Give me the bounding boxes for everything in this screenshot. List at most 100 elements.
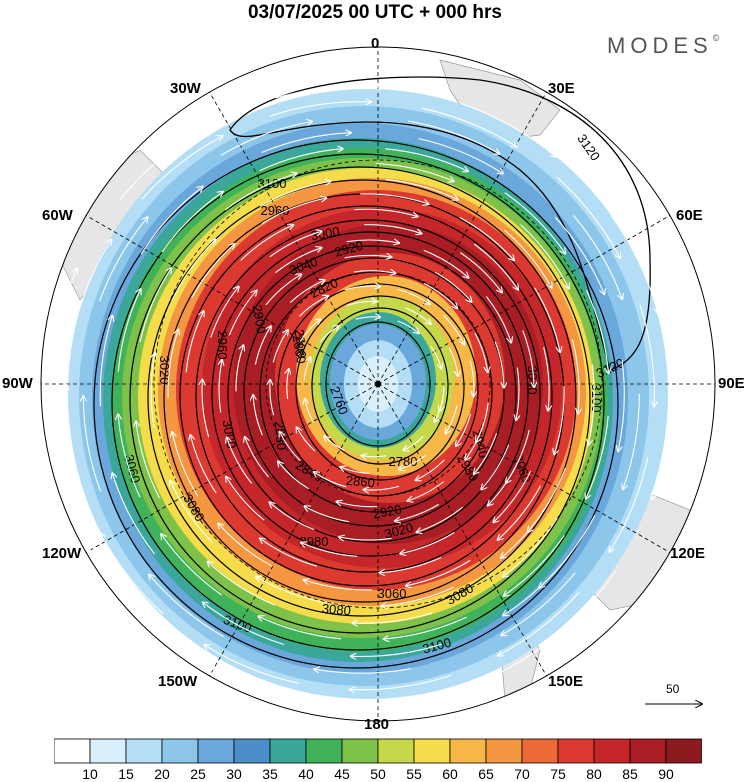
wind-streamline (362, 456, 387, 457)
wind-streamline (406, 559, 471, 585)
wind-streamline (261, 133, 351, 154)
contour-label: 3020 (383, 520, 415, 542)
wind-streamline (501, 572, 576, 636)
lon-label-120e: 120E (670, 545, 706, 562)
wind-streamline (382, 586, 454, 606)
colorbar-label: 90 (658, 766, 674, 782)
contour-label: 3060 (378, 586, 407, 601)
wind-streamline (275, 248, 322, 274)
wind-streamline (539, 514, 596, 587)
colorbar-label: 25 (190, 766, 206, 782)
wind-streamline (610, 456, 649, 552)
wind-streamline (171, 240, 215, 301)
colorbar-label: 80 (586, 766, 602, 782)
height-contour (227, 245, 517, 543)
wind-streamline (408, 481, 445, 501)
wind-streamline (459, 217, 514, 261)
wind-streamline (421, 107, 517, 146)
wind-streamline (66, 385, 82, 487)
wind-streamline (448, 347, 458, 376)
wind-streamline (191, 244, 235, 299)
wind-streamline (516, 367, 519, 420)
wind-streamline (493, 470, 532, 522)
wind-streamline (481, 444, 510, 490)
wind-streamline (203, 602, 284, 646)
wind-streamline (498, 485, 541, 540)
wind-streamline (543, 347, 549, 410)
wind-streamline (364, 224, 421, 234)
height-contour (259, 271, 493, 513)
colorbar-swatch (197, 738, 235, 764)
wind-streamline (572, 215, 622, 299)
wind-streamline (461, 103, 556, 157)
colorbar-label: 35 (262, 766, 278, 782)
wind-streamline (473, 243, 518, 290)
wind-streamline (305, 506, 349, 523)
wind-streamline (49, 269, 77, 374)
height-contour (93, 139, 619, 669)
wind-streamline (254, 326, 270, 365)
wind-streamline (299, 319, 320, 342)
wind-streamline (305, 399, 314, 423)
wind-streamline (423, 249, 469, 277)
wind-streamline (623, 393, 640, 489)
colorbar-swatch (521, 738, 559, 764)
meridian-line (377, 89, 549, 385)
height-contour (311, 307, 449, 465)
wind-streamline (259, 181, 330, 207)
contour-label: 2980 (300, 534, 329, 549)
colorbar-label: 75 (550, 766, 566, 782)
wind-streamline (314, 472, 347, 488)
colorbar-label: 45 (334, 766, 350, 782)
colorbar-swatch (593, 738, 631, 764)
wind-streamline (224, 173, 296, 211)
height-contour (179, 205, 553, 587)
wind-streamline (350, 674, 452, 689)
wind-streamline (469, 360, 474, 396)
colorbar-swatch (485, 738, 523, 764)
height-contour (111, 153, 605, 651)
wind-streamline (503, 517, 558, 577)
contour-label: 3100 (589, 384, 604, 413)
wind-streamline (149, 575, 224, 638)
wind-streamline (380, 556, 442, 573)
wind-streamline (170, 481, 213, 543)
wind-streamline (418, 138, 503, 174)
wind-streamline (167, 330, 178, 398)
colorbar-label: 30 (226, 766, 242, 782)
lon-label-60w: 60W (42, 207, 73, 224)
wind-streamline (261, 198, 326, 224)
wind-streamline (280, 432, 301, 462)
contour-label: 2960 (261, 203, 290, 218)
height-contour (195, 219, 541, 573)
wind-streamline (245, 437, 270, 478)
wind-streamline (446, 405, 458, 434)
wind-streamline (324, 436, 345, 451)
wind-streamline (459, 252, 502, 293)
vector-reference-label: 50 (666, 682, 680, 696)
contour-label: 2800 (292, 329, 309, 359)
wind-streamline (476, 402, 489, 442)
colorbar-labels: 10 15 20 25 30 35 40 45 50 55 60 65 70 75 80 85 90 (0, 766, 750, 782)
wind-streamline (190, 435, 217, 494)
lon-label-30w: 30W (170, 80, 201, 97)
wind-streamline (384, 616, 467, 639)
wind-streamline (319, 326, 339, 343)
lon-label-90e: 90E (718, 375, 745, 392)
wind-streamline (618, 359, 625, 451)
wind-streamline (364, 485, 400, 490)
wind-streamline (204, 645, 300, 684)
wind-streamline (440, 386, 444, 411)
wind-streamline (417, 506, 463, 532)
wind-streamline (298, 296, 328, 317)
meridian-line (377, 213, 673, 385)
colorbar-swatch (125, 738, 163, 764)
wind-streamline (456, 413, 472, 446)
wind-streamline (55, 454, 94, 555)
wind-streamline (652, 392, 670, 500)
colorbar-label: 85 (622, 766, 638, 782)
map-title: 03/07/2025 00 UTC + 000 hrs (247, 2, 503, 23)
wind-streamline (253, 395, 263, 436)
wind-streamline (278, 462, 309, 490)
wind-streamline (520, 224, 569, 289)
